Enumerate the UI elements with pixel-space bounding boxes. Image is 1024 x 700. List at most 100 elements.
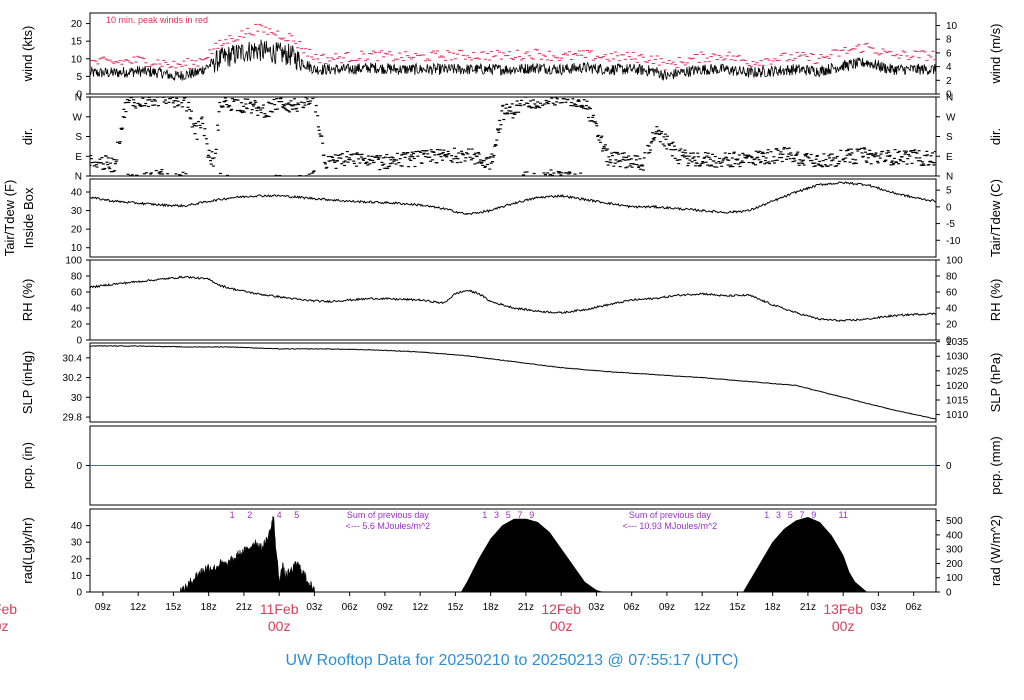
peak-wind-note: 10 min. peak winds in red bbox=[106, 15, 208, 25]
y-tick-label: 60 bbox=[71, 288, 83, 299]
y-tick-label: 10 bbox=[71, 54, 83, 65]
x-tick-label: 09z bbox=[95, 602, 111, 613]
y-tick-right-label: 1020 bbox=[946, 381, 969, 392]
y-axis-label: pcp. (in) bbox=[20, 442, 35, 489]
y-tick-label: 30.4 bbox=[63, 353, 83, 364]
panel-frame bbox=[90, 179, 936, 257]
x-tick-label: 03z bbox=[588, 602, 604, 613]
y-tick-label: 20 bbox=[71, 19, 83, 30]
panel-dir: NESWNNESWNdir. dir. bbox=[20, 93, 1003, 183]
y-tick-label: 0 bbox=[76, 588, 82, 599]
y-tick-right-label: 0 bbox=[946, 202, 952, 213]
x-tick-label: 09z bbox=[659, 602, 675, 613]
x-tick-label: 03z bbox=[306, 602, 322, 613]
y-tick-right-label: W bbox=[946, 112, 956, 123]
y-tick-right-label: 500 bbox=[946, 516, 963, 527]
plot-area bbox=[89, 97, 937, 176]
series-dir bbox=[89, 97, 937, 176]
y-tick-right-label: 1015 bbox=[946, 395, 969, 406]
y-tick-label: 20 bbox=[71, 320, 83, 331]
y-tick-label: 10 bbox=[71, 571, 83, 582]
y-tick-label: 20 bbox=[71, 554, 83, 565]
rad-hour-label: 7 bbox=[518, 510, 523, 520]
rad-hour-label: 4 bbox=[277, 510, 282, 520]
panel-slp: 29.83030.230.4101010151020102510301035SL… bbox=[20, 337, 1003, 423]
x-tick-label: 21z bbox=[518, 602, 534, 613]
x-tick-label: 15z bbox=[447, 602, 463, 613]
y-tick-right-label: N bbox=[946, 172, 953, 183]
x-date-sub-label: 00z bbox=[832, 618, 855, 634]
rad-hour-label: 7 bbox=[800, 510, 805, 520]
y-tick-right-label: 2 bbox=[946, 76, 952, 87]
panel-frame bbox=[90, 343, 936, 422]
x-tick-label: 21z bbox=[800, 602, 816, 613]
y-axis-label-right: SLP (hPa) bbox=[988, 353, 1003, 413]
series-slp bbox=[90, 346, 936, 420]
y-tick-right-label: 1025 bbox=[946, 366, 969, 377]
panel-temp: 10 20 30 40 -10 -5 0 5 Tair/Tdew (F) Inside Box Ta… bbox=[2, 179, 1003, 257]
y-axis-label-2: Inside Box bbox=[21, 187, 36, 248]
y-tick-label: N bbox=[75, 172, 82, 183]
y-axis-label: dir. bbox=[20, 128, 35, 145]
plot-area bbox=[90, 182, 936, 215]
plot-area bbox=[88, 24, 936, 80]
x-tick-label: 09z bbox=[377, 602, 393, 613]
rad-hour-label: 9 bbox=[811, 510, 816, 520]
y-tick-right-label: 400 bbox=[946, 530, 963, 541]
y-tick-right-label: 200 bbox=[946, 559, 963, 570]
y-axis-label: wind (kts) bbox=[20, 26, 35, 83]
page-title: UW Rooftop Data for 20250210 to 20250213… bbox=[286, 652, 739, 669]
y-tick-label: 29.8 bbox=[63, 413, 83, 424]
y-axis-label-right: rad (W/m^2) bbox=[988, 515, 1003, 586]
y-tick-right-label: 0 bbox=[946, 588, 952, 599]
x-date-label: 13Feb bbox=[823, 601, 863, 617]
rad-hour-label: 11 bbox=[839, 510, 848, 520]
plot-area bbox=[90, 346, 936, 420]
rad-hour-label: 3 bbox=[776, 510, 781, 520]
x-tick-label: 15z bbox=[165, 602, 181, 613]
x-tick-label: 06z bbox=[342, 602, 358, 613]
x-tick-label: 18z bbox=[765, 602, 781, 613]
y-tick-right-label: 100 bbox=[946, 573, 963, 584]
x-tick-label: 18z bbox=[201, 602, 217, 613]
y-tick-label: 30.2 bbox=[63, 373, 83, 384]
panel-rh: 020406080100020406080100RH (%) RH (%) bbox=[20, 256, 1003, 347]
rad-hour-label: 5 bbox=[294, 510, 299, 520]
y-tick-label: 40 bbox=[71, 188, 83, 199]
y-tick-label: 5 bbox=[76, 72, 82, 83]
y-tick-label: 10 bbox=[71, 243, 83, 254]
panel-wind: 0 5 10 15 20 0 2 4 6 8 10 wind (kts) wind (m/s) 10 mi… bbox=[20, 13, 1003, 101]
panel-frame bbox=[90, 260, 936, 340]
rad-hour-label: 1 bbox=[482, 510, 487, 520]
y-tick-label: 15 bbox=[71, 37, 83, 48]
rad-hour-label: 3 bbox=[494, 510, 499, 520]
rad-sum-value: <--- 5.6 MJoules/m^2 bbox=[346, 521, 431, 531]
rad-hour-label: 2 bbox=[247, 510, 252, 520]
y-tick-label: 30 bbox=[71, 206, 83, 217]
rad-sum-label: Sum of previous day bbox=[629, 510, 712, 520]
rad-sum-label: Sum of previous day bbox=[347, 510, 430, 520]
panels: 051015200246810wind (kts) wind (m/s)10 mi… bbox=[2, 13, 1003, 599]
y-tick-right-label: 20 bbox=[946, 320, 958, 331]
rad-hour-label: 1 bbox=[764, 510, 769, 520]
y-tick-label: 0 bbox=[76, 336, 82, 347]
y-axis-label-right: Tair/Tdew (C) bbox=[988, 179, 1003, 257]
y-tick-right-label: 5 bbox=[946, 186, 952, 197]
y-tick-right-label: -5 bbox=[946, 219, 955, 230]
rad-sum-value: <--- 10.93 MJoules/m^2 bbox=[623, 521, 718, 531]
y-tick-right-label: 4 bbox=[946, 62, 952, 73]
x-tick-label: 06z bbox=[906, 602, 922, 613]
y-tick-label: S bbox=[75, 132, 82, 143]
x-date-sub-label: 00z bbox=[268, 618, 291, 634]
y-axis-label: rad(Lgly/hr) bbox=[20, 517, 35, 583]
y-tick-label: 80 bbox=[71, 272, 83, 283]
x-date-label: 10Feb bbox=[0, 601, 17, 617]
x-tick-label: 12z bbox=[130, 602, 146, 613]
y-axis-label: SLP (inHg) bbox=[20, 351, 35, 414]
y-axis-label: Tair/Tdew (F) bbox=[2, 180, 17, 257]
x-date-label: 11Feb bbox=[260, 601, 299, 617]
y-tick-label: 40 bbox=[71, 304, 83, 315]
time-axis: 09z 12z 15z 18z 21z 03z 06z 09z 12z 15z 18z 21z 03z 0… bbox=[0, 592, 922, 634]
x-tick-label: 03z bbox=[870, 602, 886, 613]
